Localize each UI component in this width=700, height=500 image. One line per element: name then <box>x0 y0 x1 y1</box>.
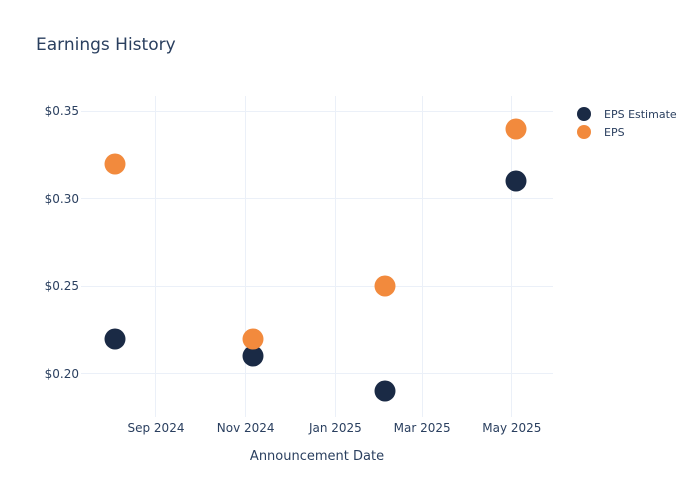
x-gridline <box>155 96 157 417</box>
x-tick-label: Mar 2025 <box>393 421 451 435</box>
legend-item-label: EPS Estimate <box>604 107 677 121</box>
x-gridline <box>334 96 336 417</box>
eps-estimate-legend-marker-icon <box>577 107 591 121</box>
legend-item-eps[interactable]: EPS <box>577 123 677 141</box>
x-tick-label: Sep 2024 <box>127 421 185 435</box>
eps-point[interactable] <box>104 153 126 175</box>
y-tick-label: $0.35 <box>44 104 79 119</box>
chart-title: Earnings History <box>36 35 176 55</box>
y-tick-label: $0.25 <box>44 279 79 294</box>
x-gridline <box>511 96 513 417</box>
legend: EPS Estimate EPS <box>577 105 677 141</box>
eps-estimate-point[interactable] <box>374 380 396 402</box>
eps-point[interactable] <box>242 328 264 350</box>
x-axis-title: Announcement Date <box>249 449 385 464</box>
eps-estimate-point[interactable] <box>505 170 527 192</box>
x-tick-label: Nov 2024 <box>216 421 275 435</box>
eps-estimate-point[interactable] <box>104 328 126 350</box>
legend-item-eps-estimate[interactable]: EPS Estimate <box>577 105 677 123</box>
y-gridline <box>81 373 553 375</box>
eps-estimate-point[interactable] <box>242 345 264 367</box>
eps-point[interactable] <box>374 275 396 297</box>
y-gridline <box>81 198 553 200</box>
y-tick-label: $0.30 <box>44 191 79 206</box>
x-tick-label: May 2025 <box>482 421 542 435</box>
y-gridline <box>81 285 553 287</box>
x-gridline <box>245 96 247 417</box>
y-tick-label: $0.20 <box>44 366 79 381</box>
y-gridline <box>81 110 553 112</box>
x-tick-label: Jan 2025 <box>308 421 362 435</box>
eps-legend-marker-icon <box>577 125 591 139</box>
legend-item-label: EPS <box>604 125 625 139</box>
eps-point[interactable] <box>505 118 527 140</box>
x-gridline <box>421 96 423 417</box>
